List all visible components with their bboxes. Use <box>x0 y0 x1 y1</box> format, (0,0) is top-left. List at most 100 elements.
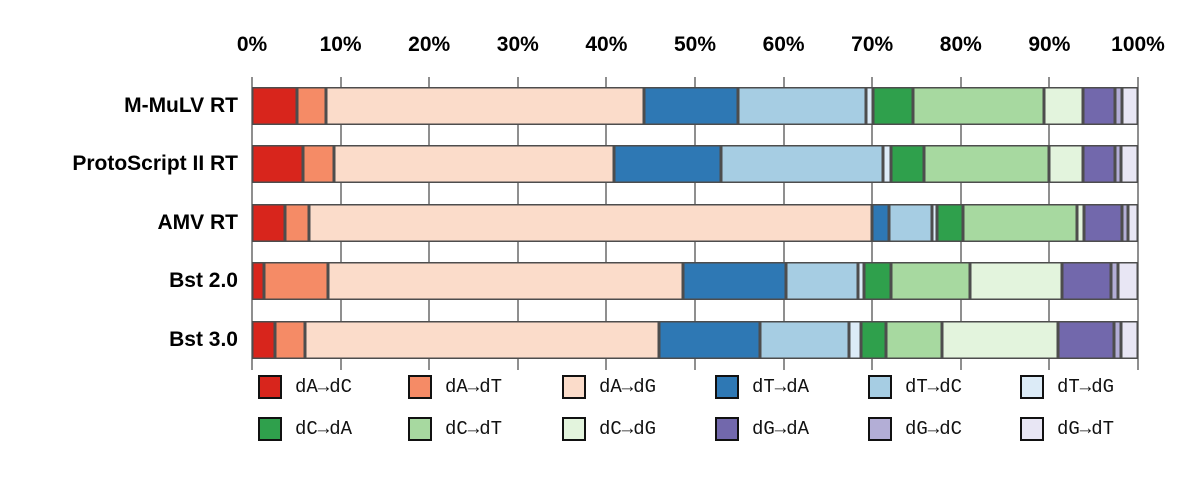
bar-segment <box>873 87 913 125</box>
bar-segment <box>683 262 787 301</box>
bar-row <box>252 87 1138 125</box>
legend-swatch <box>868 375 892 399</box>
legend-swatch <box>258 417 282 441</box>
bar-segment <box>1121 320 1138 359</box>
bar-segment <box>1121 203 1129 242</box>
bar-segment <box>1083 145 1115 184</box>
bar-segment <box>1049 145 1083 184</box>
row-label: AMV RT <box>157 210 239 234</box>
bar-segment <box>275 320 306 359</box>
bar-segment <box>326 87 644 125</box>
bar-segment <box>969 262 1062 301</box>
gridline <box>1137 77 1139 370</box>
bar-segment <box>1076 203 1084 242</box>
bar-segment <box>1061 262 1112 301</box>
legend-item: dA→dT <box>408 375 502 399</box>
axis-tick-label: 60% <box>762 33 805 56</box>
axis-tick-label: 50% <box>673 33 717 56</box>
axis-tick-label: 20% <box>408 33 451 56</box>
legend-swatch <box>562 375 586 399</box>
x-axis: 0% 10% 20% 30% 40% 50% 60% 70% 80% 90% 100% <box>0 33 1200 61</box>
bar-segment <box>252 145 303 184</box>
legend-swatch <box>408 375 432 399</box>
axis-tick-label: 70% <box>851 33 894 56</box>
bar-segment <box>860 320 887 359</box>
bar-segment <box>264 262 329 301</box>
bar-segment <box>252 262 265 301</box>
bar-segment <box>284 203 309 242</box>
legend-label: dT→dA <box>752 376 810 398</box>
legend-label: dG→dC <box>905 418 963 440</box>
bar-segment <box>889 203 933 242</box>
legend-label: dG→dA <box>752 418 810 440</box>
bar-segment <box>912 87 1045 125</box>
bar-segment <box>252 203 285 242</box>
axis-tick-label: 40% <box>585 33 628 56</box>
bar-segment <box>932 203 937 242</box>
legend-swatch <box>258 375 282 399</box>
legend-item: dG→dT <box>1020 417 1114 441</box>
bar-row <box>252 320 1138 359</box>
bar-segment <box>1114 145 1122 184</box>
axis-tick-label: 90% <box>1028 33 1071 56</box>
bar-segment <box>658 320 760 359</box>
legend-label: dA→dT <box>445 376 503 398</box>
bar-segment <box>1083 87 1115 125</box>
legend-label: dT→dG <box>1057 376 1115 398</box>
legend-label: dG→dT <box>1057 418 1115 440</box>
bar-segment <box>252 320 276 359</box>
bar-segment <box>252 87 298 125</box>
row-label: ProtoScript II RT <box>72 152 238 176</box>
bar-segment <box>857 262 865 301</box>
legend-item: dT→dA <box>715 375 809 399</box>
bar-segment <box>942 320 1059 359</box>
legend-label: dC→dT <box>445 418 503 440</box>
bar-segment <box>924 145 1050 184</box>
bar-segment <box>882 145 891 184</box>
legend-swatch <box>562 417 586 441</box>
axis-tick-label: 30% <box>496 33 539 56</box>
legend-label: dC→dG <box>599 418 657 440</box>
axis-tick-label: 100% <box>1111 33 1165 56</box>
bar-segment <box>890 262 970 301</box>
bar-segment <box>643 87 738 125</box>
legend-label: dT→dC <box>905 376 963 398</box>
bar-segment <box>1118 262 1138 301</box>
bar-segment <box>1114 320 1122 359</box>
axis-tick-label: 80% <box>939 33 982 56</box>
bar-segment <box>849 320 861 359</box>
bar-segment <box>302 145 335 184</box>
legend-item: dA→dG <box>562 375 656 399</box>
bar-segment <box>334 145 615 184</box>
bar-segment <box>1058 320 1115 359</box>
bar-segment <box>872 203 890 242</box>
bar-segment <box>865 87 874 125</box>
row-label: M-MuLV RT <box>124 94 238 117</box>
legend-label: dA→dG <box>599 376 657 398</box>
legend-item: dT→dG <box>1020 375 1114 399</box>
bar-segment <box>1121 145 1138 184</box>
bar-segment <box>720 145 883 184</box>
bar-segment <box>1121 87 1138 125</box>
bar-segment <box>890 145 925 184</box>
bar-segment <box>297 87 327 125</box>
legend-item: dT→dC <box>868 375 962 399</box>
legend-item: dG→dA <box>715 417 809 441</box>
bar-segment <box>759 320 850 359</box>
bar-segment <box>737 87 866 125</box>
axis-tick-label: 10% <box>319 33 362 56</box>
bar-segment <box>1114 87 1122 125</box>
bar-segment <box>936 203 963 242</box>
legend-item: dC→dG <box>562 417 656 441</box>
legend-swatch <box>1020 375 1044 399</box>
bar-segment <box>308 203 873 242</box>
legend-item: dG→dC <box>868 417 962 441</box>
plot-area <box>251 77 1139 370</box>
legend-item: dC→dT <box>408 417 502 441</box>
bar-segment <box>328 262 684 301</box>
legend-swatch <box>715 417 739 441</box>
row-label: Bst 2.0 <box>169 269 238 293</box>
row-label: Bst 3.0 <box>169 327 238 351</box>
legend-swatch <box>715 375 739 399</box>
